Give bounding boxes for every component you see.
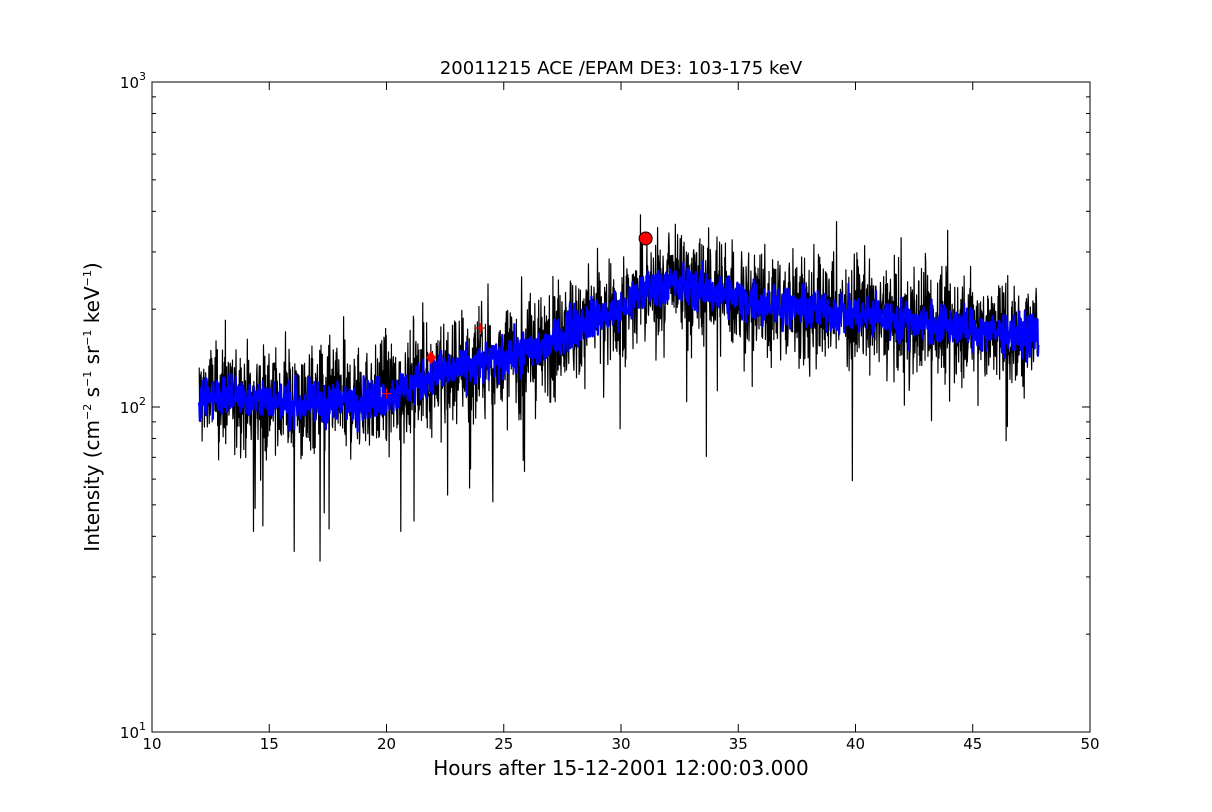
y-tick-label: 101 [120, 720, 146, 742]
x-tick-label: 40 [846, 735, 865, 753]
x-tick-label: 10 [142, 735, 161, 753]
marker-plus [475, 323, 486, 334]
y-axis-label: Intensity (cm−2 s−1 sr−1 keV−1) [80, 262, 104, 551]
peak-marker-circle [638, 231, 653, 246]
x-tick-label: 45 [963, 735, 982, 753]
x-axis-label: Hours after 15-12-2001 12:00:03.000 [433, 756, 809, 780]
x-tick-label: 20 [377, 735, 396, 753]
marker-plus [381, 388, 392, 399]
y-tick-label: 103 [120, 70, 146, 92]
x-tick-label: 25 [494, 735, 513, 753]
chart-title: 20011215 ACE /EPAM DE3: 103-175 keV [440, 58, 803, 79]
y-tick-label: 102 [120, 395, 146, 417]
x-tick-label: 50 [1080, 735, 1099, 753]
x-tick-label: 30 [611, 735, 630, 753]
x-tick-label: 15 [260, 735, 279, 753]
x-tick-label: 35 [729, 735, 748, 753]
onset-marker-diamond [426, 350, 436, 365]
smoothed-intensity-series-line [197, 260, 1040, 433]
